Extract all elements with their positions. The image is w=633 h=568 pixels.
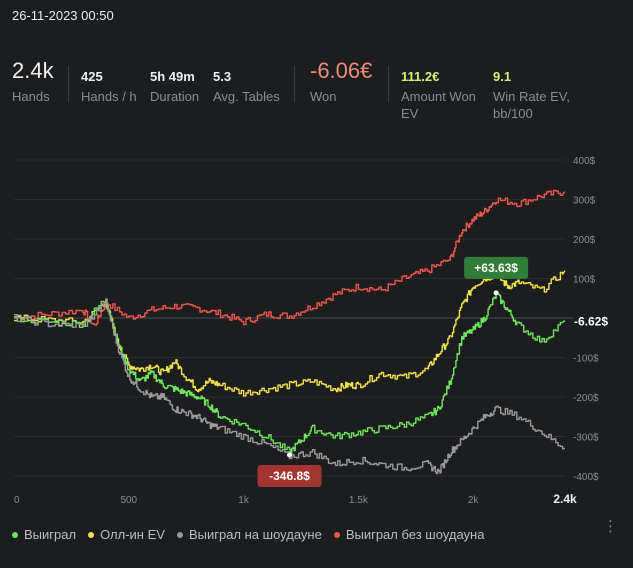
x-tick-label: 0 [14, 495, 20, 506]
chart-legend: Выиграл Олл-ин EV Выиграл на шоудауне Вы… [12, 527, 484, 542]
x-tick-label: 1k [238, 495, 250, 506]
divider [388, 66, 389, 102]
stat-avg-tables-value: 5.3 [213, 69, 232, 84]
stat-win-rate-ev-label: Win Rate EV, bb/100 [493, 89, 570, 121]
series-line [14, 298, 566, 475]
legend-label: Олл-ин EV [100, 527, 165, 542]
stat-hands-value: 2.4k [12, 58, 54, 83]
series-line [14, 270, 566, 397]
y-tick-label: 200$ [573, 235, 596, 246]
stat-amount-won-ev-label: Amount Won EV [401, 89, 476, 121]
stat-duration-label: Duration [150, 89, 200, 104]
stat-win-rate-ev-value: 9.1 [493, 69, 512, 84]
annotation-badge [257, 464, 322, 487]
legend-item-non-showdown[interactable]: Выиграл без шоудауна [333, 527, 485, 542]
series-line [14, 189, 566, 326]
results-chart-svg[interactable]: 400$ 300$ 200$ 100$ -100$ -200$ -300$ -400$ 0 500… [0, 148, 633, 518]
legend-dot [12, 531, 18, 538]
y-tick-label: -200$ [573, 393, 599, 404]
stat-win-rate-ev: 9.1 Win Rate EV, bb/100 [493, 69, 573, 122]
stat-won: -6.06€ Won [310, 58, 373, 105]
divider [294, 66, 295, 102]
stat-hands-label: Hands [12, 89, 50, 104]
stat-hands-per-hour: 425 Hands / h [81, 69, 137, 105]
legend-label: Выиграл без шоудауна [345, 527, 485, 542]
more-vertical-icon[interactable]: ⋮ [603, 518, 618, 535]
annotation-label: -346.8$ [269, 469, 310, 483]
annotation-point [493, 290, 499, 296]
legend-label: Выиграл на шоудауне [188, 527, 322, 542]
stat-won-value: -6.06€ [310, 58, 373, 83]
legend-item-allin-ev[interactable]: Олл-ин EV [88, 527, 165, 542]
stat-won-label: Won [310, 89, 337, 104]
x-tick-label: 1.5k [349, 495, 369, 506]
legend-dot [176, 531, 183, 538]
end-value-label: -6.62$ [574, 315, 608, 329]
annotation-label: +63.63$ [474, 261, 518, 275]
stat-hands: 2.4k Hands [12, 58, 54, 105]
stat-hands-per-hour-label: Hands / h [81, 89, 137, 104]
annotation-point [287, 452, 292, 458]
stats-bar: 2.4k Hands 425 Hands / h 5h 49m Duration… [0, 58, 633, 130]
y-tick-label: -100$ [573, 354, 599, 365]
x-tick-label: 2.4k [553, 492, 577, 506]
stat-duration-value: 5h 49m [150, 69, 195, 84]
legend-item-showdown[interactable]: Выиграл на шоудауне [176, 527, 322, 542]
y-tick-label: 300$ [573, 196, 596, 207]
stat-amount-won-ev-value: 111.2€ [401, 69, 440, 84]
legend-dot [333, 531, 340, 538]
divider [68, 66, 69, 102]
legend-label: Выиграл [24, 527, 77, 542]
stat-amount-won-ev: 111.2€ Amount Won EV [401, 69, 483, 122]
y-tick-label: -300$ [573, 433, 599, 444]
legend-item-won[interactable]: Выиграл [12, 527, 76, 542]
y-tick-label: 400$ [573, 156, 596, 167]
stat-duration: 5h 49m Duration [150, 69, 199, 105]
stat-hands-per-hour-value: 425 [81, 69, 103, 84]
series-line [14, 291, 566, 455]
x-tick-label: 2k [468, 495, 480, 506]
stat-avg-tables: 5.3 Avg. Tables [213, 69, 280, 105]
y-tick-label: -400$ [573, 472, 599, 483]
results-chart[interactable]: 400$ 300$ 200$ 100$ -100$ -200$ -300$ -400$ 0 500… [0, 148, 633, 518]
stat-avg-tables-label: Avg. Tables [213, 89, 280, 104]
x-tick-label: 500 [120, 495, 137, 506]
y-tick-label: 100$ [573, 275, 596, 286]
legend-dot [88, 531, 95, 538]
annotation-badge [464, 256, 529, 279]
session-date: 26-11-2023 00:50 [12, 8, 114, 23]
